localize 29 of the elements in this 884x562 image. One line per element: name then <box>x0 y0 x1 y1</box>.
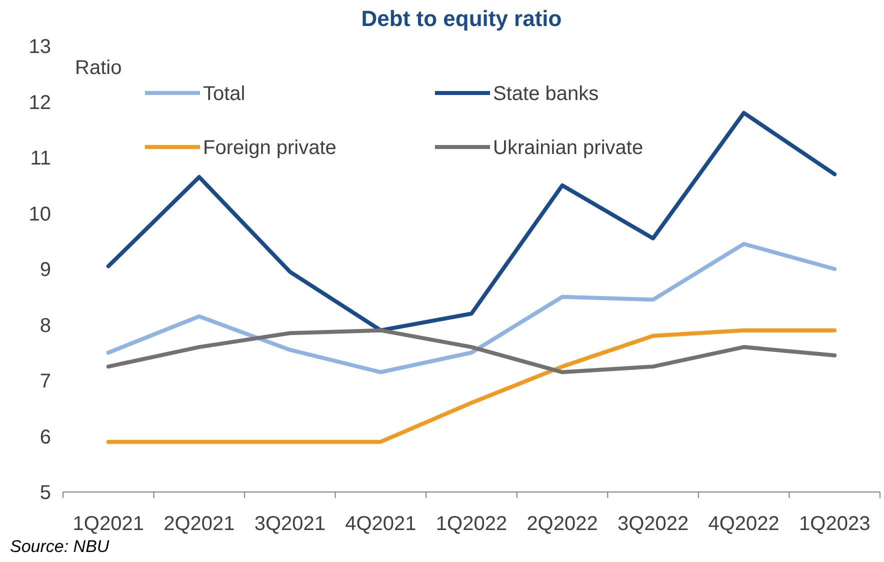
y-tick-label: 13 <box>28 36 51 58</box>
y-tick-label: 10 <box>28 203 51 226</box>
x-tick-label: 2Q2022 <box>526 513 598 535</box>
y-tick-label: 8 <box>40 314 51 337</box>
y-tick-label: 9 <box>40 259 51 281</box>
line-series <box>106 242 837 374</box>
legend-label: Ukrainian private <box>493 137 644 159</box>
legend-label: Foreign private <box>203 137 336 159</box>
line-series <box>106 110 837 332</box>
line-series <box>106 328 837 374</box>
x-tick-label: 3Q2022 <box>617 513 689 535</box>
y-tick-label: 12 <box>28 92 51 114</box>
y-tick-label: 7 <box>40 370 51 392</box>
x-tick-label: 1Q2023 <box>799 513 870 535</box>
x-tick-label: 4Q2022 <box>708 513 780 535</box>
chart-title: Debt to equity ratio <box>361 6 562 31</box>
x-tick-label: 1Q2021 <box>72 513 144 535</box>
legend-label: Total <box>203 83 246 105</box>
x-tick-label: 3Q2021 <box>254 513 326 535</box>
y-tick-label: 6 <box>40 426 51 448</box>
y-axis-title: Ratio <box>75 57 122 79</box>
y-tick-label: 5 <box>40 482 51 504</box>
x-tick-label: 4Q2021 <box>345 513 416 535</box>
line-series <box>106 328 837 444</box>
y-tick-label: 11 <box>30 148 51 170</box>
x-tick-label: 2Q2021 <box>164 513 235 535</box>
legend-label: State banks <box>493 83 599 105</box>
x-tick-label: 1Q2022 <box>436 513 508 535</box>
source-note: Source: NBU <box>10 537 110 556</box>
